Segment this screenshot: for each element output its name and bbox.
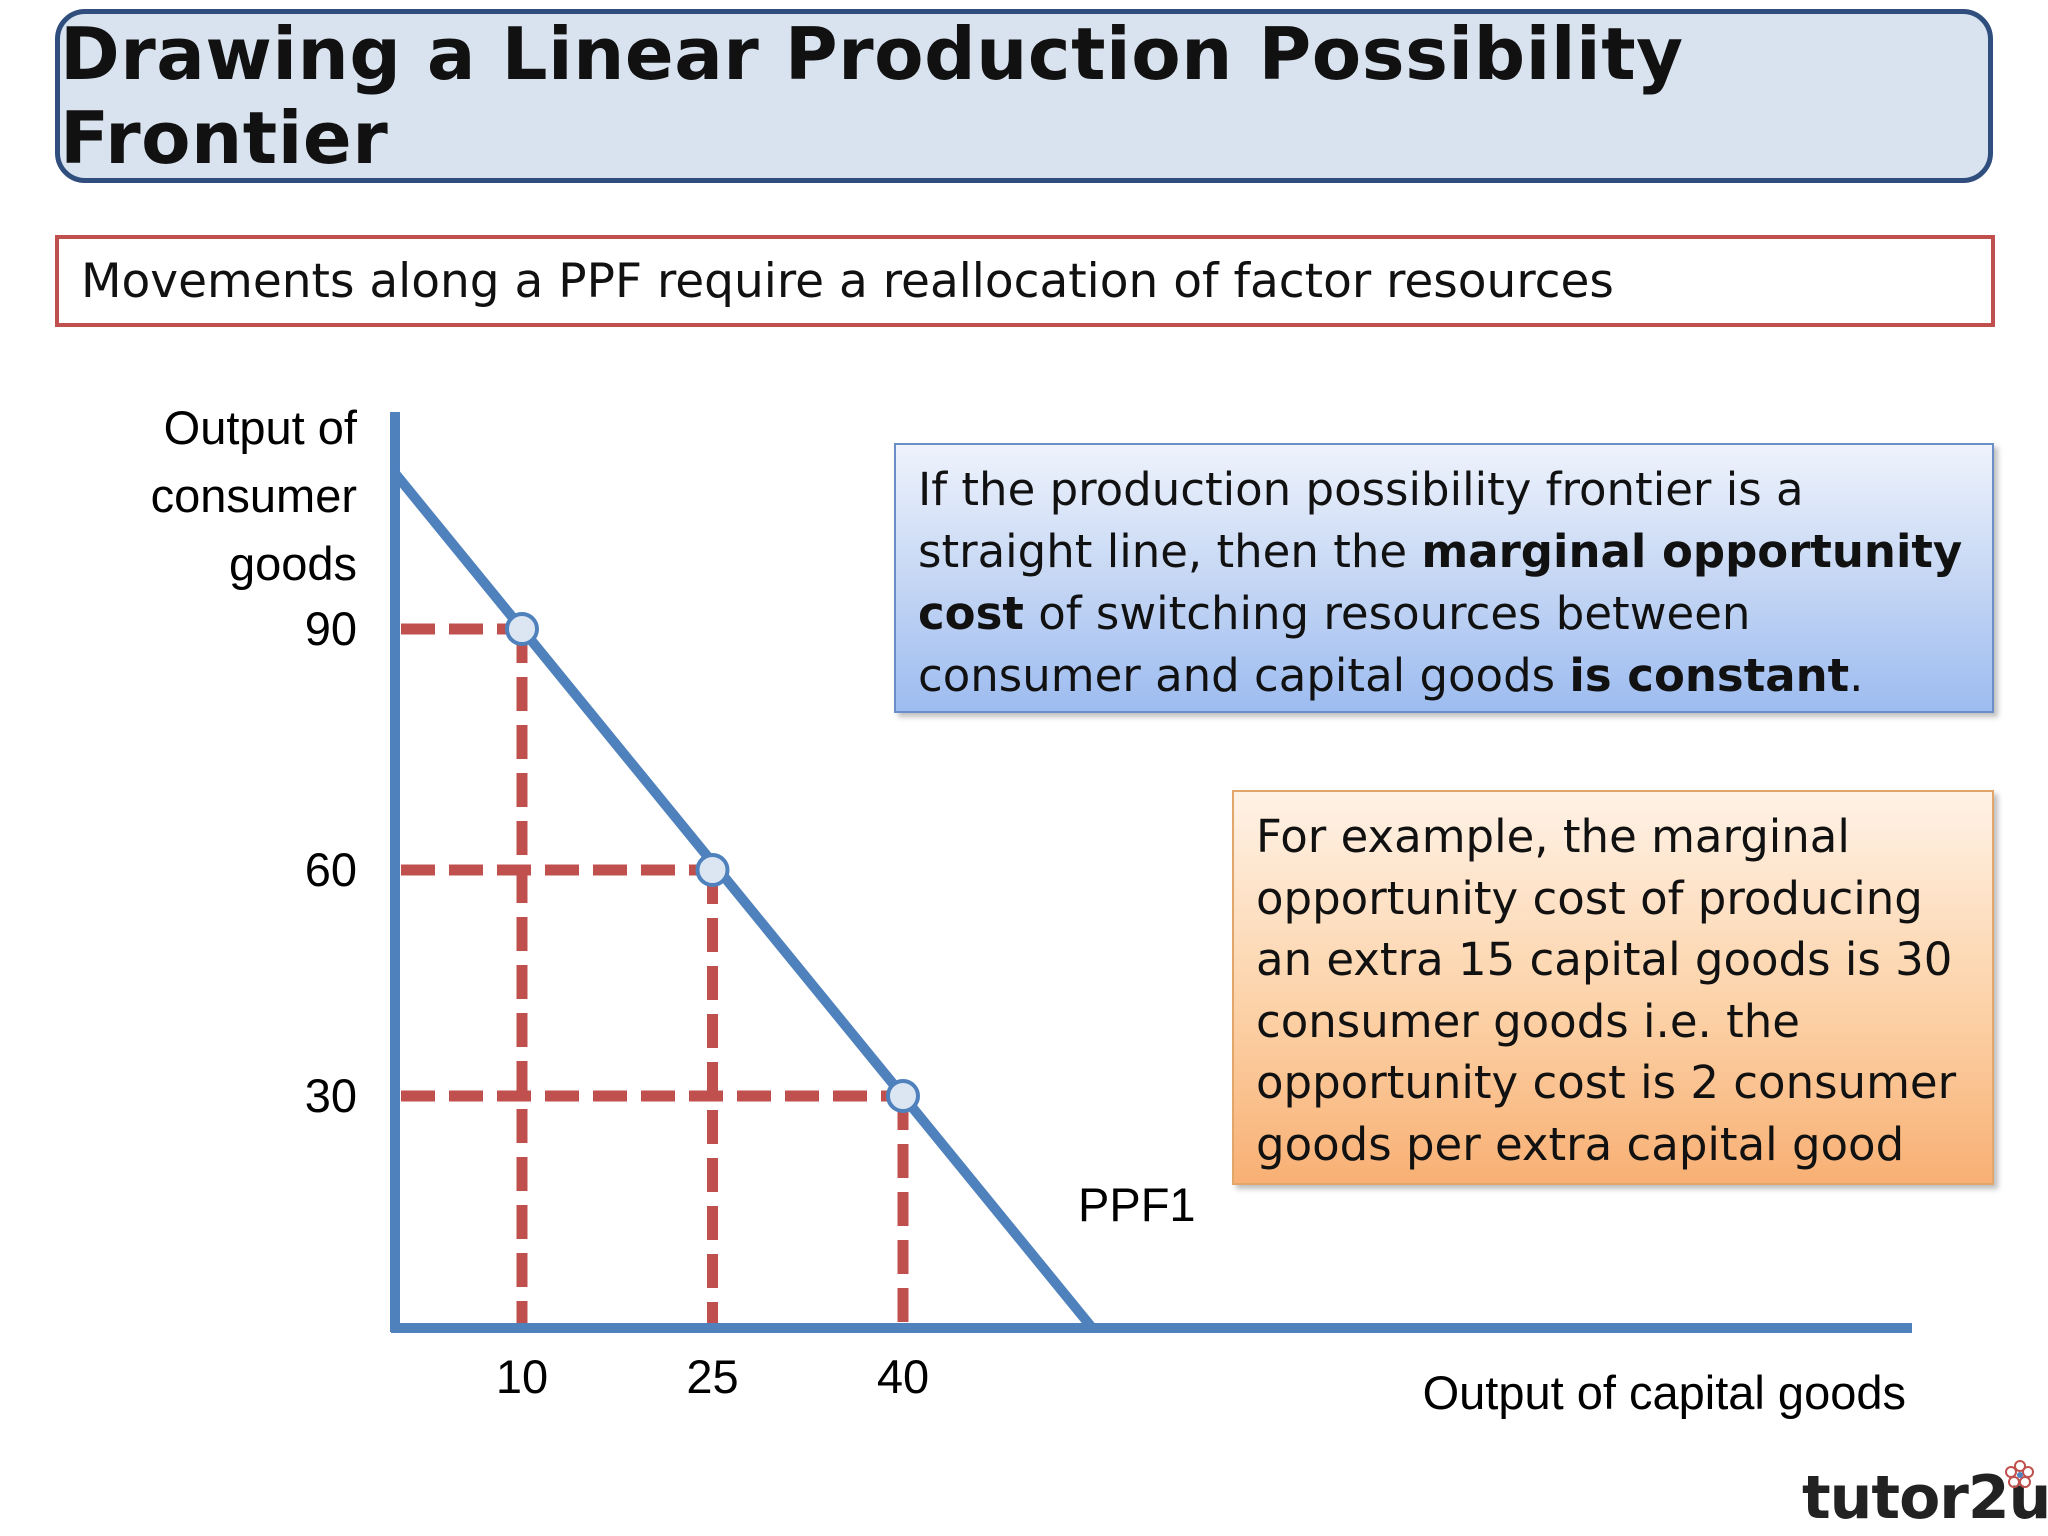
info-box-constant-cost: If the production possibility frontier i… xyxy=(894,443,1994,713)
y-tick-label-1: 90 xyxy=(305,602,357,655)
x-tick-label-2: 25 xyxy=(686,1350,738,1403)
tick-labels: 10 25 40 90 60 30 xyxy=(305,602,929,1403)
point-marker-3 xyxy=(886,1079,920,1113)
axes xyxy=(390,412,1912,1333)
page-title: Drawing a Linear Production Possibility … xyxy=(60,12,1684,180)
info-blue-bold-1: marginal opportunity cost xyxy=(918,525,1963,640)
x-tick-label-1: 10 xyxy=(496,1350,548,1403)
point-marker-2 xyxy=(695,853,730,887)
x-tick-label-3: 40 xyxy=(877,1350,929,1403)
y-axis-label-line-3: goods xyxy=(229,537,357,590)
flower-icon xyxy=(2005,1460,2034,1488)
point-marker-1 xyxy=(505,612,539,646)
x-axis-label: Output of capital goods xyxy=(1423,1366,1906,1419)
info-blue-text-1: If the production possibility frontier i… xyxy=(918,463,1804,578)
title-banner: Drawing a Linear Production Possibility … xyxy=(55,9,1993,183)
ppf-line-group xyxy=(390,468,1098,1333)
info-blue-text-3: . xyxy=(1849,649,1864,702)
info-box-example: For example, the marginal opportunity co… xyxy=(1232,790,1994,1185)
point-markers xyxy=(505,612,920,1113)
subtitle-banner: Movements along a PPF require a realloca… xyxy=(55,235,1995,327)
brand-logo-text: tutor2u xyxy=(1802,1463,2048,1533)
y-tick-label-3: 30 xyxy=(305,1069,357,1122)
info-orange-text: For example, the marginal opportunity co… xyxy=(1256,810,1957,1171)
info-blue-text-2: of switching resources between consumer … xyxy=(918,587,1751,702)
guide-lines xyxy=(401,623,909,1324)
ppf-line-label: PPF1 xyxy=(1078,1178,1196,1231)
y-tick-label-2: 60 xyxy=(305,843,357,896)
y-axis-label-line-2: consumer xyxy=(151,469,357,522)
info-blue-bold-2: is constant xyxy=(1569,649,1850,702)
y-axis-label-line-1: Output of xyxy=(164,401,358,454)
page-subtitle: Movements along a PPF require a realloca… xyxy=(81,253,1614,309)
ppf-line xyxy=(390,468,1098,1333)
y-axis-label: Output of consumer goods xyxy=(151,401,358,590)
